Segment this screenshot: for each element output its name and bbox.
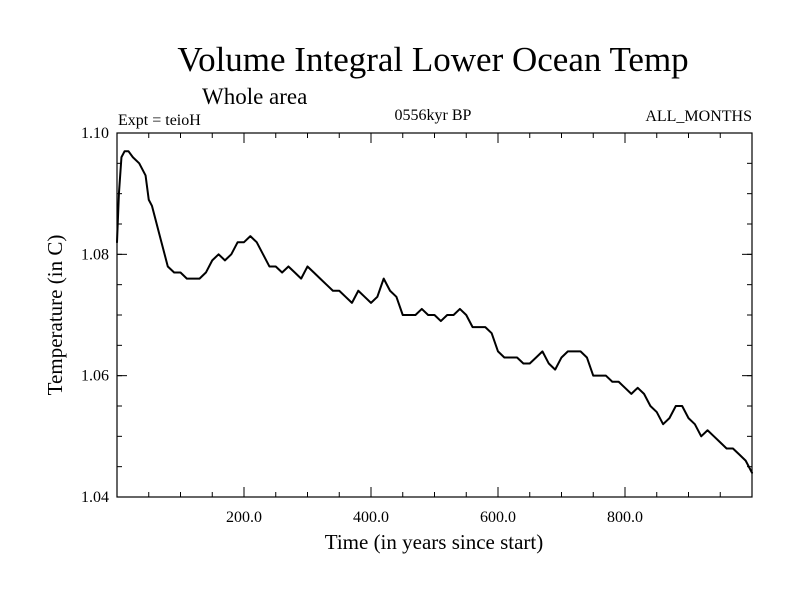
plot-frame bbox=[116, 132, 753, 498]
period-label: 0556kyr BP bbox=[395, 107, 472, 124]
series-line-0 bbox=[116, 150, 753, 474]
x-tick-label: 200.0 bbox=[226, 509, 262, 526]
y-axis-title: Temperature (in C) bbox=[43, 235, 67, 396]
y-tick-label: 1.08 bbox=[81, 246, 109, 263]
series-group bbox=[116, 150, 753, 474]
months-label: ALL_MONTHS bbox=[645, 108, 752, 125]
x-axis-title: Time (in years since start) bbox=[325, 530, 544, 554]
chart-subtitle: Whole area bbox=[202, 84, 307, 109]
tick-labels-group: 200.0 400.0 600.0 800.0 1.04 1.06 1.08 1.10 bbox=[81, 125, 643, 526]
y-tick-label: 1.04 bbox=[81, 489, 109, 506]
y-tick-label: 1.10 bbox=[81, 125, 109, 142]
chart-title: Volume Integral Lower Ocean Temp bbox=[177, 40, 688, 79]
x-tick-label: 400.0 bbox=[353, 509, 389, 526]
experiment-label: Expt = teioH bbox=[118, 112, 201, 129]
x-tick-label: 600.0 bbox=[480, 509, 516, 526]
y-tick-label: 1.06 bbox=[81, 368, 109, 385]
x-tick-label: 800.0 bbox=[607, 509, 643, 526]
